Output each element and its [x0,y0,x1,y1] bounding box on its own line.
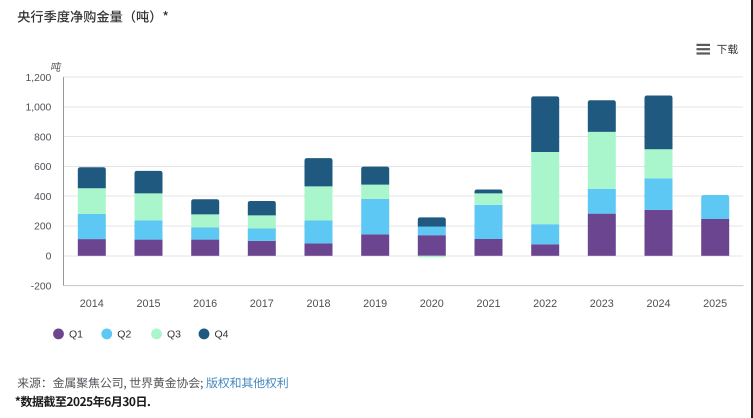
svg-text:2016: 2016 [193,298,217,310]
svg-text:2015: 2015 [136,298,160,310]
svg-text:Q4: Q4 [215,329,229,341]
svg-text:2025: 2025 [703,298,727,310]
svg-text:2017: 2017 [250,298,274,310]
svg-text:2019: 2019 [363,298,387,310]
svg-text:2014: 2014 [80,298,104,310]
svg-text:1,200: 1,200 [26,73,52,84]
svg-text:2021: 2021 [476,298,500,310]
svg-text:1,000: 1,000 [26,103,52,114]
svg-text:2020: 2020 [420,298,444,310]
svg-text:-200: -200 [31,281,52,292]
svg-text:400: 400 [34,192,51,203]
svg-text:0: 0 [46,252,52,263]
svg-text:2018: 2018 [306,298,330,310]
svg-text:2024: 2024 [646,298,670,310]
svg-text:Q3: Q3 [167,329,181,341]
svg-text:800: 800 [34,132,51,143]
svg-text:Q2: Q2 [117,329,131,341]
svg-text:Q1: Q1 [69,329,83,341]
svg-text:2022: 2022 [533,298,557,310]
svg-text:200: 200 [34,222,51,233]
svg-text:2023: 2023 [590,298,614,310]
svg-text:600: 600 [34,162,51,173]
